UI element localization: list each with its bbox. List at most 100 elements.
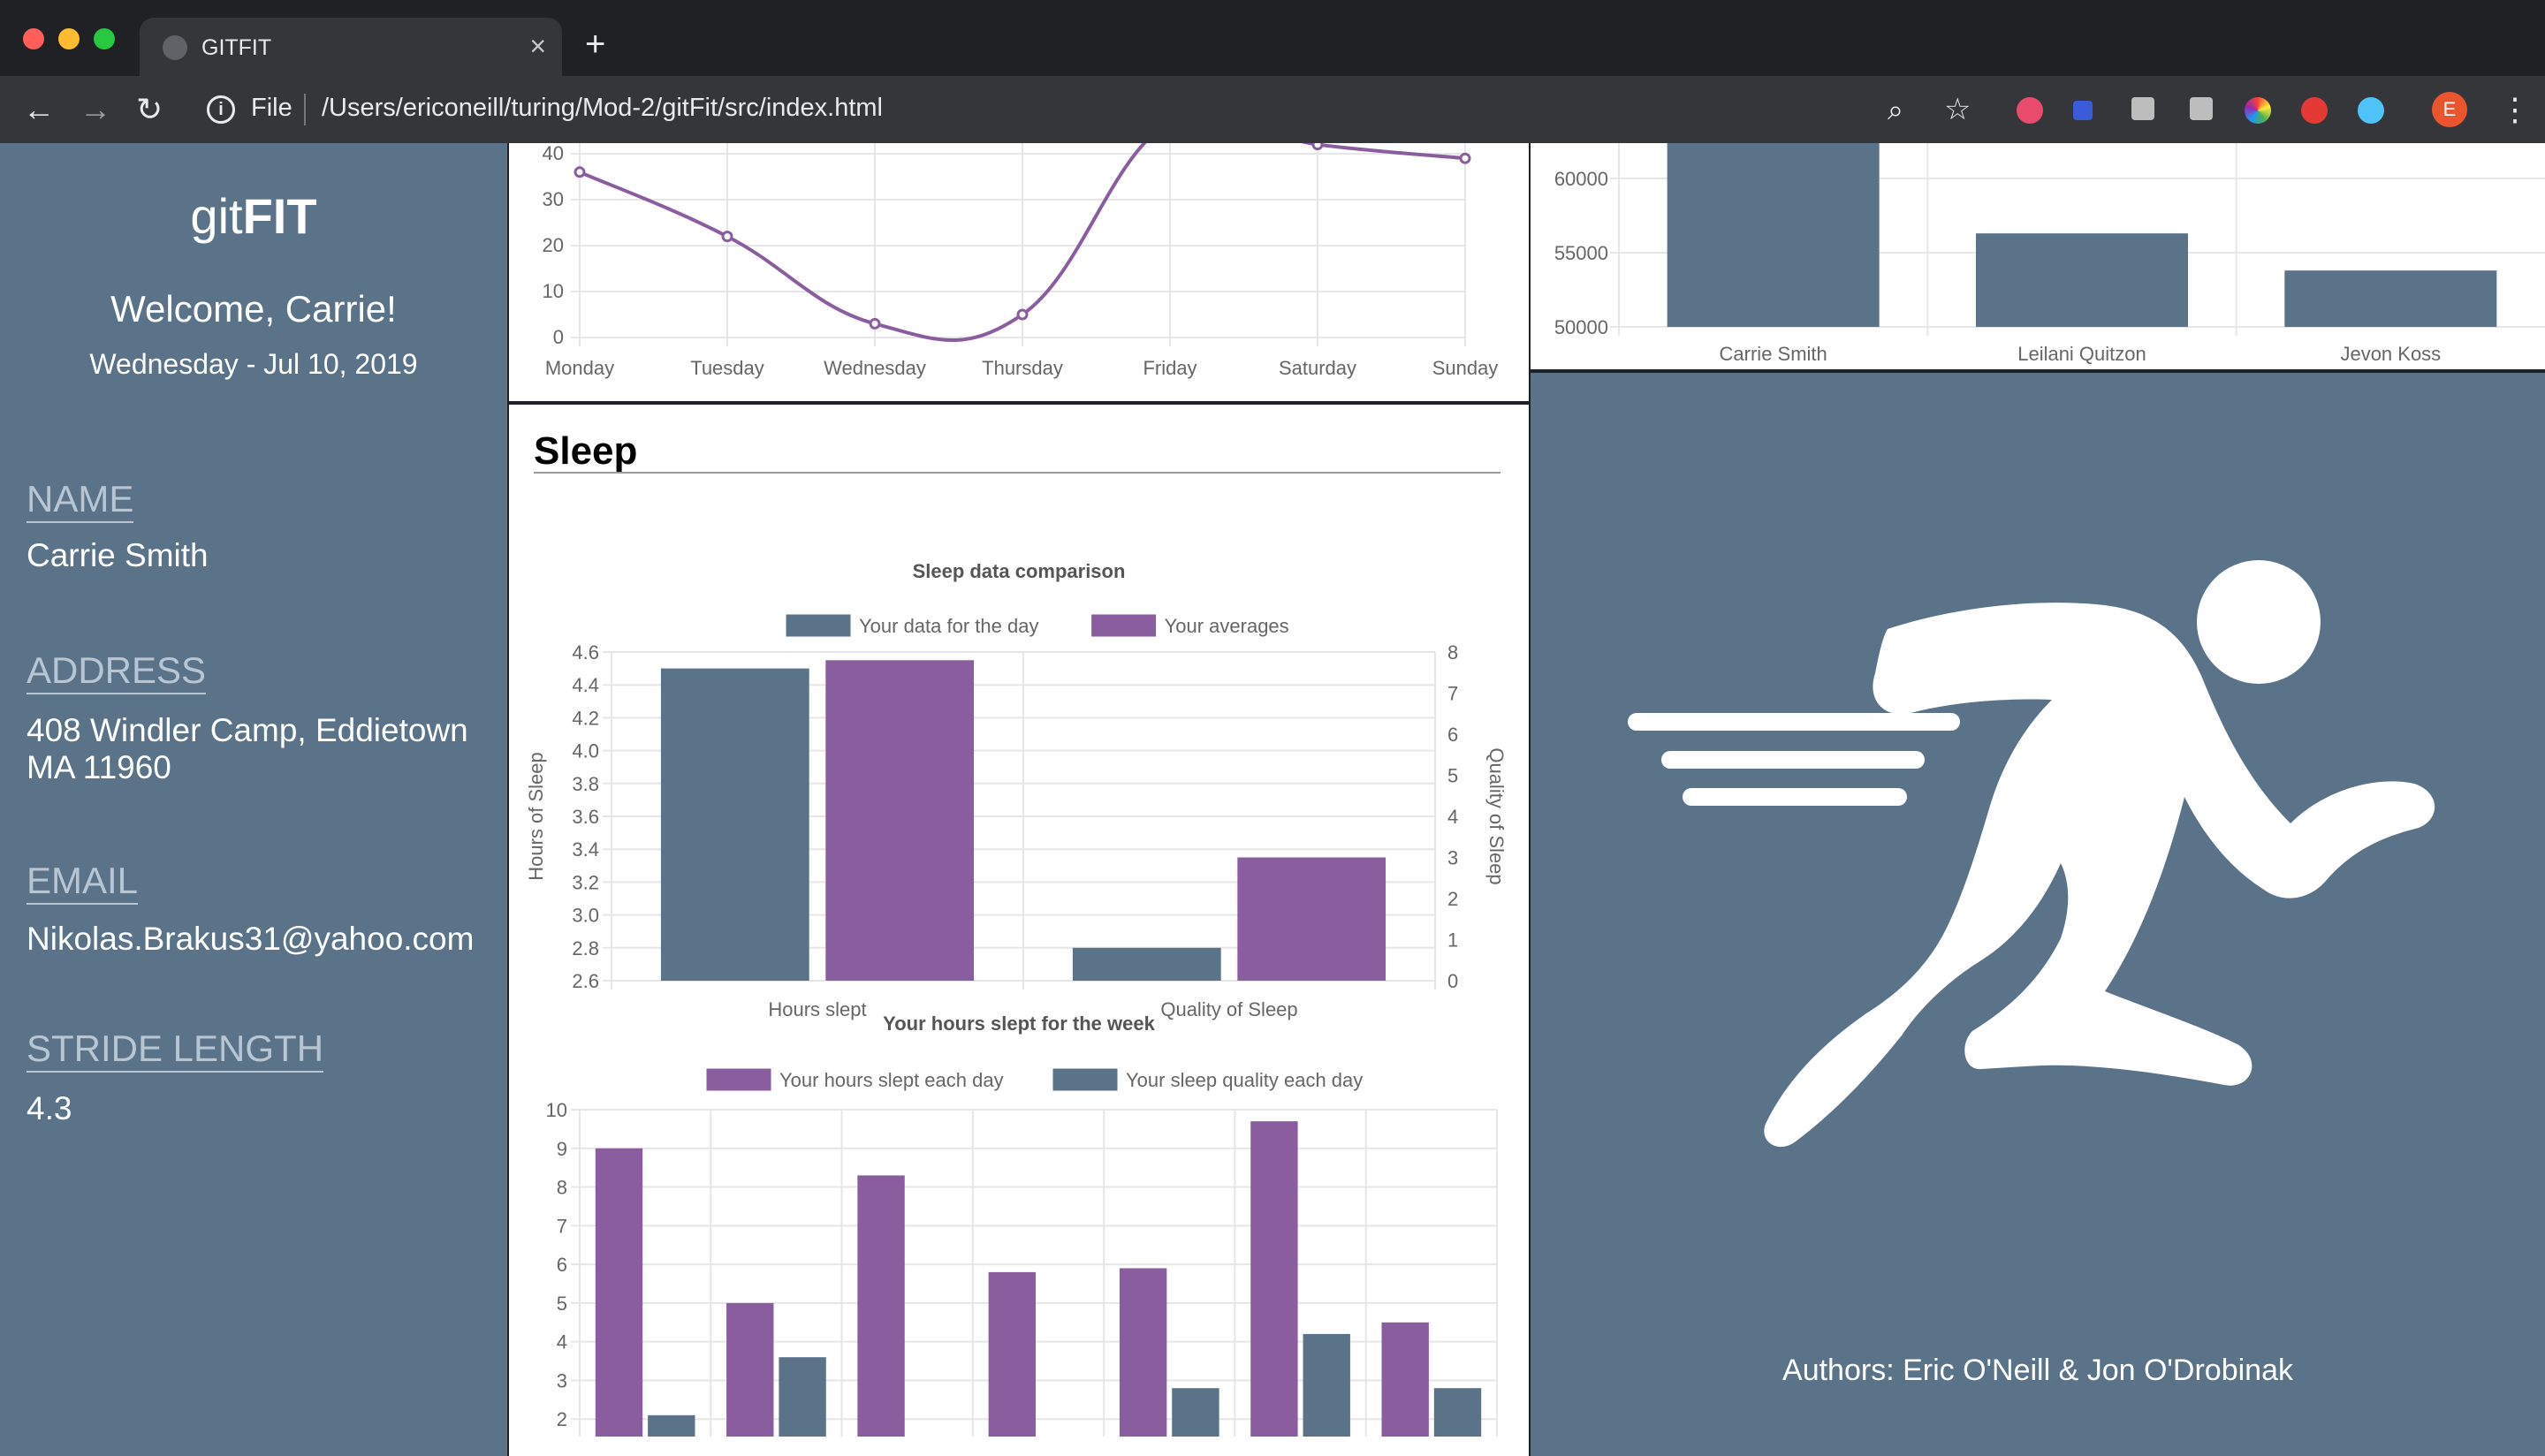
y-tick-label: 55000 — [1554, 242, 1608, 264]
name-label: NAME — [27, 477, 134, 523]
extension-pen-icon[interactable] — [2131, 97, 2154, 120]
sleep-bar — [1119, 1268, 1167, 1437]
panel-divider — [507, 401, 1531, 405]
running-person-icon — [1628, 560, 2435, 1148]
steps-line-chart: 0 10 20 30 40 Monday Tuesday Wednesday Thursday F… — [543, 108, 1499, 379]
y2-axis-label: Quality of Sleep — [1485, 747, 1508, 884]
x-tick-label: Saturday — [1279, 357, 1356, 379]
y-tick-label: 8 — [557, 1177, 567, 1199]
y-tick-label: 0 — [553, 326, 564, 348]
sleep-bar — [1381, 1322, 1429, 1437]
x-tick-label: Quality of Sleep — [1160, 998, 1297, 1020]
info-icon[interactable]: i — [207, 95, 235, 124]
sleep-bar — [825, 660, 975, 981]
y-tick-label: 3.0 — [572, 905, 599, 927]
steps-data-point — [1311, 139, 1324, 151]
y-tick-label: 7 — [557, 1215, 567, 1237]
sleep-heading: Sleep — [534, 429, 638, 473]
extension-colorwheel-icon[interactable] — [2245, 97, 2271, 124]
menu-kebab-icon[interactable]: ⋮ — [2499, 91, 2531, 127]
sleep-bar — [779, 1357, 826, 1437]
extension-hand-icon[interactable] — [2301, 97, 2328, 124]
address-line1: 408 Windler Camp, Eddietown — [27, 712, 468, 748]
legend-swatch — [1091, 614, 1157, 637]
forward-arrow-icon[interactable]: → — [80, 91, 111, 127]
back-arrow-icon[interactable]: ← — [23, 91, 55, 127]
y2-tick-label: 1 — [1447, 929, 1458, 952]
email-value: Nikolas.Brakus31@yahoo.com — [27, 921, 475, 957]
extension-circle-icon[interactable] — [2358, 97, 2384, 124]
y-tick-label: 6 — [557, 1254, 567, 1276]
extension-square-icon[interactable] — [2073, 101, 2093, 120]
x-tick-label: Friday — [1143, 357, 1197, 379]
steps-data-point — [1459, 152, 1471, 164]
y2-tick-label: 8 — [1447, 641, 1458, 664]
close-tab-icon[interactable]: × — [529, 30, 546, 62]
x-tick-label: Tuesday — [690, 357, 764, 379]
user-sidebar: gitFIT Welcome, Carrie! Wednesday - Jul … — [0, 143, 507, 1456]
y-tick-label: 50000 — [1554, 316, 1608, 338]
sleep-heading-rule — [534, 472, 1500, 474]
maximize-window-button[interactable] — [94, 28, 115, 49]
y2-tick-label: 7 — [1447, 683, 1458, 705]
y2-tick-label: 6 — [1447, 724, 1458, 746]
y-tick-label: 3 — [557, 1369, 567, 1392]
x-tick-label: Wednesday — [824, 357, 926, 379]
legend-label: Your sleep quality each day — [1126, 1069, 1363, 1091]
comparison-bar — [1976, 233, 2188, 327]
extension-t-icon[interactable] — [2017, 97, 2043, 124]
tab-title: GITFIT — [201, 35, 272, 60]
globe-icon — [163, 35, 187, 60]
x-tick-label: Jevon Koss — [2340, 343, 2441, 365]
y-tick-label: 2 — [557, 1408, 567, 1430]
sleep-week-chart: Your hours slept for the week Your hours … — [546, 1012, 1498, 1437]
legend-swatch — [706, 1068, 771, 1091]
browser-tab[interactable]: GITFIT × — [140, 18, 562, 76]
y-tick-label: 30 — [543, 188, 564, 210]
steps-chart-panel: 0 10 20 30 40 Monday Tuesday Wednesday Thursday F… — [509, 108, 1529, 401]
y-axis-label: Hours of Sleep — [525, 752, 547, 881]
minimize-window-button[interactable] — [58, 28, 80, 49]
sleep-bar — [726, 1302, 774, 1437]
steps-data-point — [574, 166, 586, 178]
x-tick-label: Monday — [545, 357, 614, 379]
y-tick-label: 3.8 — [572, 773, 599, 795]
y-tick-label: 4.4 — [572, 674, 599, 696]
steps-data-point — [869, 317, 881, 330]
new-tab-button[interactable]: + — [585, 25, 606, 64]
reload-icon[interactable]: ↻ — [136, 91, 163, 127]
y-tick-label: 40 — [543, 143, 564, 164]
address-label: ADDRESS — [27, 648, 207, 694]
address-bar[interactable]: /Users/ericoneill/turing/Mod-2/gitFit/sr… — [322, 94, 883, 122]
x-tick-label: Hours slept — [768, 998, 866, 1020]
vertical-divider — [1529, 143, 1531, 1456]
sleep-panel: Sleep Sleep data comparison Your data for… — [509, 405, 1529, 1456]
stride-length-value: 4.3 — [27, 1090, 72, 1126]
close-window-button[interactable] — [23, 28, 44, 49]
x-tick-label: Carrie Smith — [1720, 343, 1827, 365]
y-tick-label: 4.2 — [572, 707, 599, 729]
sleep-bar — [1433, 1388, 1482, 1437]
y-tick-label: 4 — [557, 1331, 567, 1354]
sleep-bar — [660, 668, 809, 981]
bookmark-star-icon[interactable]: ☆ — [1944, 93, 1971, 126]
profile-avatar[interactable]: E — [2432, 92, 2467, 127]
name-value: Carrie Smith — [27, 537, 209, 573]
current-date: Wednesday - Jul 10, 2019 — [89, 348, 418, 380]
legend-label: Your data for the day — [859, 615, 1038, 637]
hero-divider — [1529, 369, 2545, 373]
sleep-bar — [1250, 1121, 1298, 1437]
y-tick-label: 9 — [557, 1138, 567, 1160]
legend-swatch — [786, 614, 851, 637]
extension-eyedropper-icon[interactable] — [2190, 97, 2213, 120]
sleep-bar — [1072, 947, 1221, 981]
url-separator — [304, 94, 306, 125]
comparison-bar — [1667, 143, 1880, 327]
user-comparison-panel: 50000 55000 60000 Carrie Smith Leilani Quitz… — [1531, 143, 2545, 369]
y-tick-label: 3.6 — [572, 806, 599, 828]
comparison-bar — [2284, 270, 2497, 327]
x-tick-label: Sunday — [1432, 357, 1499, 379]
steps-data-point — [721, 231, 733, 243]
y-tick-label: 4.6 — [572, 641, 599, 664]
zoom-icon[interactable]: ⌕ — [1888, 94, 1903, 125]
